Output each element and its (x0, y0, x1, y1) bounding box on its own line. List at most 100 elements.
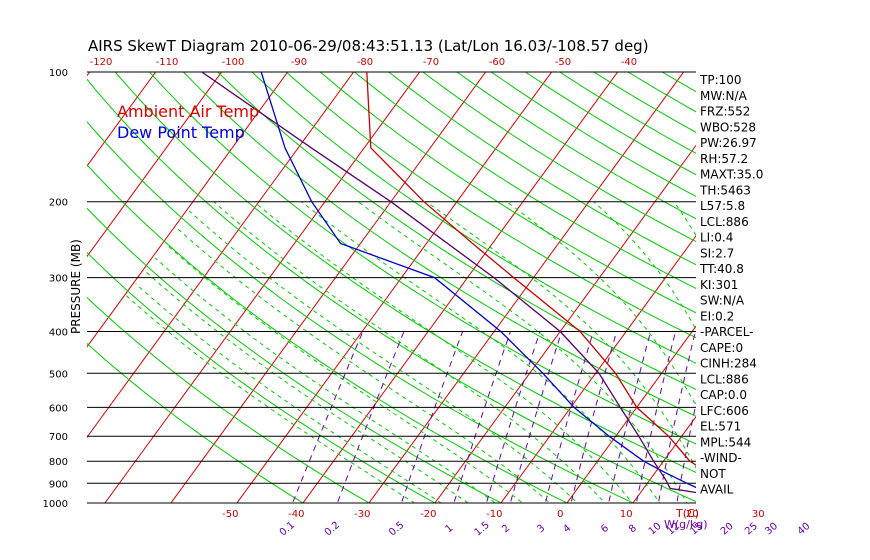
plot-area (0, 52, 870, 513)
moist-adiabat-line (188, 210, 579, 503)
stability-index-text: -WIND- (700, 451, 742, 465)
parcel-line (201, 72, 696, 494)
isotherm-line (758, 52, 870, 512)
stability-index-text: MPL:544 (700, 435, 751, 449)
mixing-ratio-line (453, 331, 511, 503)
dry-adiabat-line (87, 296, 370, 503)
dry-adiabat-line (87, 78, 696, 503)
stability-index-text: NOT (700, 467, 726, 481)
sounding-profiles (201, 72, 696, 494)
isotherm-line (87, 72, 355, 439)
stability-index-text: CINH:284 (700, 357, 757, 371)
isotherm-line (434, 144, 696, 503)
dry-adiabat-line (285, 72, 696, 339)
moist-adiabat-line (154, 257, 497, 503)
dry-adiabat-line (87, 164, 569, 503)
mixing-ratio-label: 1.5 (473, 520, 492, 539)
mixing-ratio-line (570, 331, 618, 503)
dry-adiabat-line (456, 72, 696, 220)
bottom-temp-tick-label: 20 (686, 509, 699, 520)
isotherm-line (500, 234, 696, 503)
mixing-ratio-line (608, 331, 652, 503)
dry-adiabat-line (87, 207, 503, 503)
moist-adiabat-line (213, 201, 606, 503)
stability-index-text: SI:2.7 (700, 246, 734, 260)
top-temp-tick-label: -60 (489, 57, 505, 68)
top-temp-tick-label: -90 (291, 57, 307, 68)
mixing-ratio-line (400, 331, 464, 503)
stability-index-text: TP:100 (699, 73, 742, 87)
mixing-ratio-label: 4 (561, 523, 573, 536)
stability-index-text: MAXT:35.0 (700, 168, 763, 182)
bottom-temp-tick-label: 10 (620, 509, 633, 520)
stability-index-text: EI:0.2 (700, 309, 734, 323)
pressure-tick-label: 500 (49, 369, 68, 380)
moist-adiabat-line (357, 201, 688, 503)
isotherm-line (368, 72, 685, 503)
ambient-air-temp-line (366, 72, 696, 466)
mixing-ratio-axis: 0.1 0.2 0.5 1 1.5 2 3 4 6 8 10 12 15 20 25 30 40 (278, 520, 813, 539)
stability-index-text: LI:0.4 (700, 231, 733, 245)
isotherm-line (0, 52, 38, 512)
dry-adiabat-line (217, 72, 696, 391)
bottom-temp-tick-label: -20 (420, 509, 436, 520)
top-temp-tick-label: -110 (156, 57, 179, 68)
mixing-ratio-line (509, 331, 563, 503)
bottom-temp-tick-label: 30 (752, 509, 765, 520)
pressure-tick-label: 100 (49, 68, 68, 79)
pressure-tick-label: 600 (49, 403, 68, 414)
moist-adiabat-line (165, 243, 524, 503)
pressure-tick-label: 400 (49, 328, 68, 339)
mixing-ratio-label: 20 (719, 521, 736, 538)
dew-point-temp-line (260, 72, 696, 489)
stability-index-text: -PARCEL- (700, 325, 754, 339)
stability-index-text: LFC:606 (700, 404, 749, 418)
mixing-ratio-label: 8 (627, 523, 639, 536)
isotherm-lines (0, 52, 870, 512)
stability-index-text: FRZ:552 (700, 105, 750, 119)
mixing-ratio-unit-label: W(g/kg) (664, 518, 708, 531)
moist-adiabat-line (125, 295, 416, 503)
dry-adiabat-line (148, 72, 696, 445)
top-temp-tick-label: -50 (555, 57, 571, 68)
mixing-ratio-line (544, 331, 594, 503)
moist-adiabat-line (301, 201, 661, 503)
stability-index-text: TH:5463 (699, 183, 751, 197)
mixing-ratio-line (657, 331, 696, 503)
stability-index-text: TT:40.8 (699, 262, 744, 276)
stability-index-text: CAP:0.0 (700, 388, 747, 402)
mixing-ratio-label: 0.2 (323, 520, 342, 539)
moist-adiabat-lines (125, 201, 850, 512)
mixing-ratio-line (806, 332, 828, 513)
isotherm-line (170, 72, 487, 503)
moist-adiabat-line (792, 202, 850, 512)
dry-adiabat-line (114, 72, 696, 473)
mixing-ratio-label: 40 (796, 521, 813, 538)
dry-adiabat-line (387, 72, 696, 266)
bottom-temp-tick-label: -40 (288, 509, 304, 520)
mixing-ratio-label: 0.5 (387, 520, 406, 539)
moist-adiabat-line (176, 227, 551, 503)
dry-adiabat-line (490, 72, 696, 198)
pressure-tick-label: 700 (49, 432, 68, 443)
dry-adiabat-line (353, 72, 696, 290)
bottom-temp-tick-label: -50 (222, 509, 238, 520)
dry-adiabat-line (251, 72, 696, 364)
top-temp-tick-label: -100 (222, 57, 245, 68)
stability-index-text: L57:5.8 (700, 199, 745, 213)
bottom-temp-tick-label: -10 (486, 509, 502, 520)
isotherm-line (87, 72, 223, 258)
isotherm-line (87, 72, 289, 348)
mixing-ratio-label: 6 (599, 523, 611, 536)
pressure-tick-label: 200 (49, 198, 68, 209)
moist-adiabat-line (144, 270, 470, 503)
bottom-temperature-axis: -50 -40 -30 -20 -10 0 10 20 30 (222, 509, 765, 520)
dry-adiabat-line (182, 72, 696, 417)
mixing-ratio-lines (292, 331, 828, 513)
pressure-tick-label: 1000 (43, 499, 68, 510)
legend-dew-point-temp: Dew Point Temp (117, 123, 245, 142)
stability-index-text: EL:571 (700, 420, 741, 434)
mixing-ratio-label: 1 (444, 523, 456, 536)
